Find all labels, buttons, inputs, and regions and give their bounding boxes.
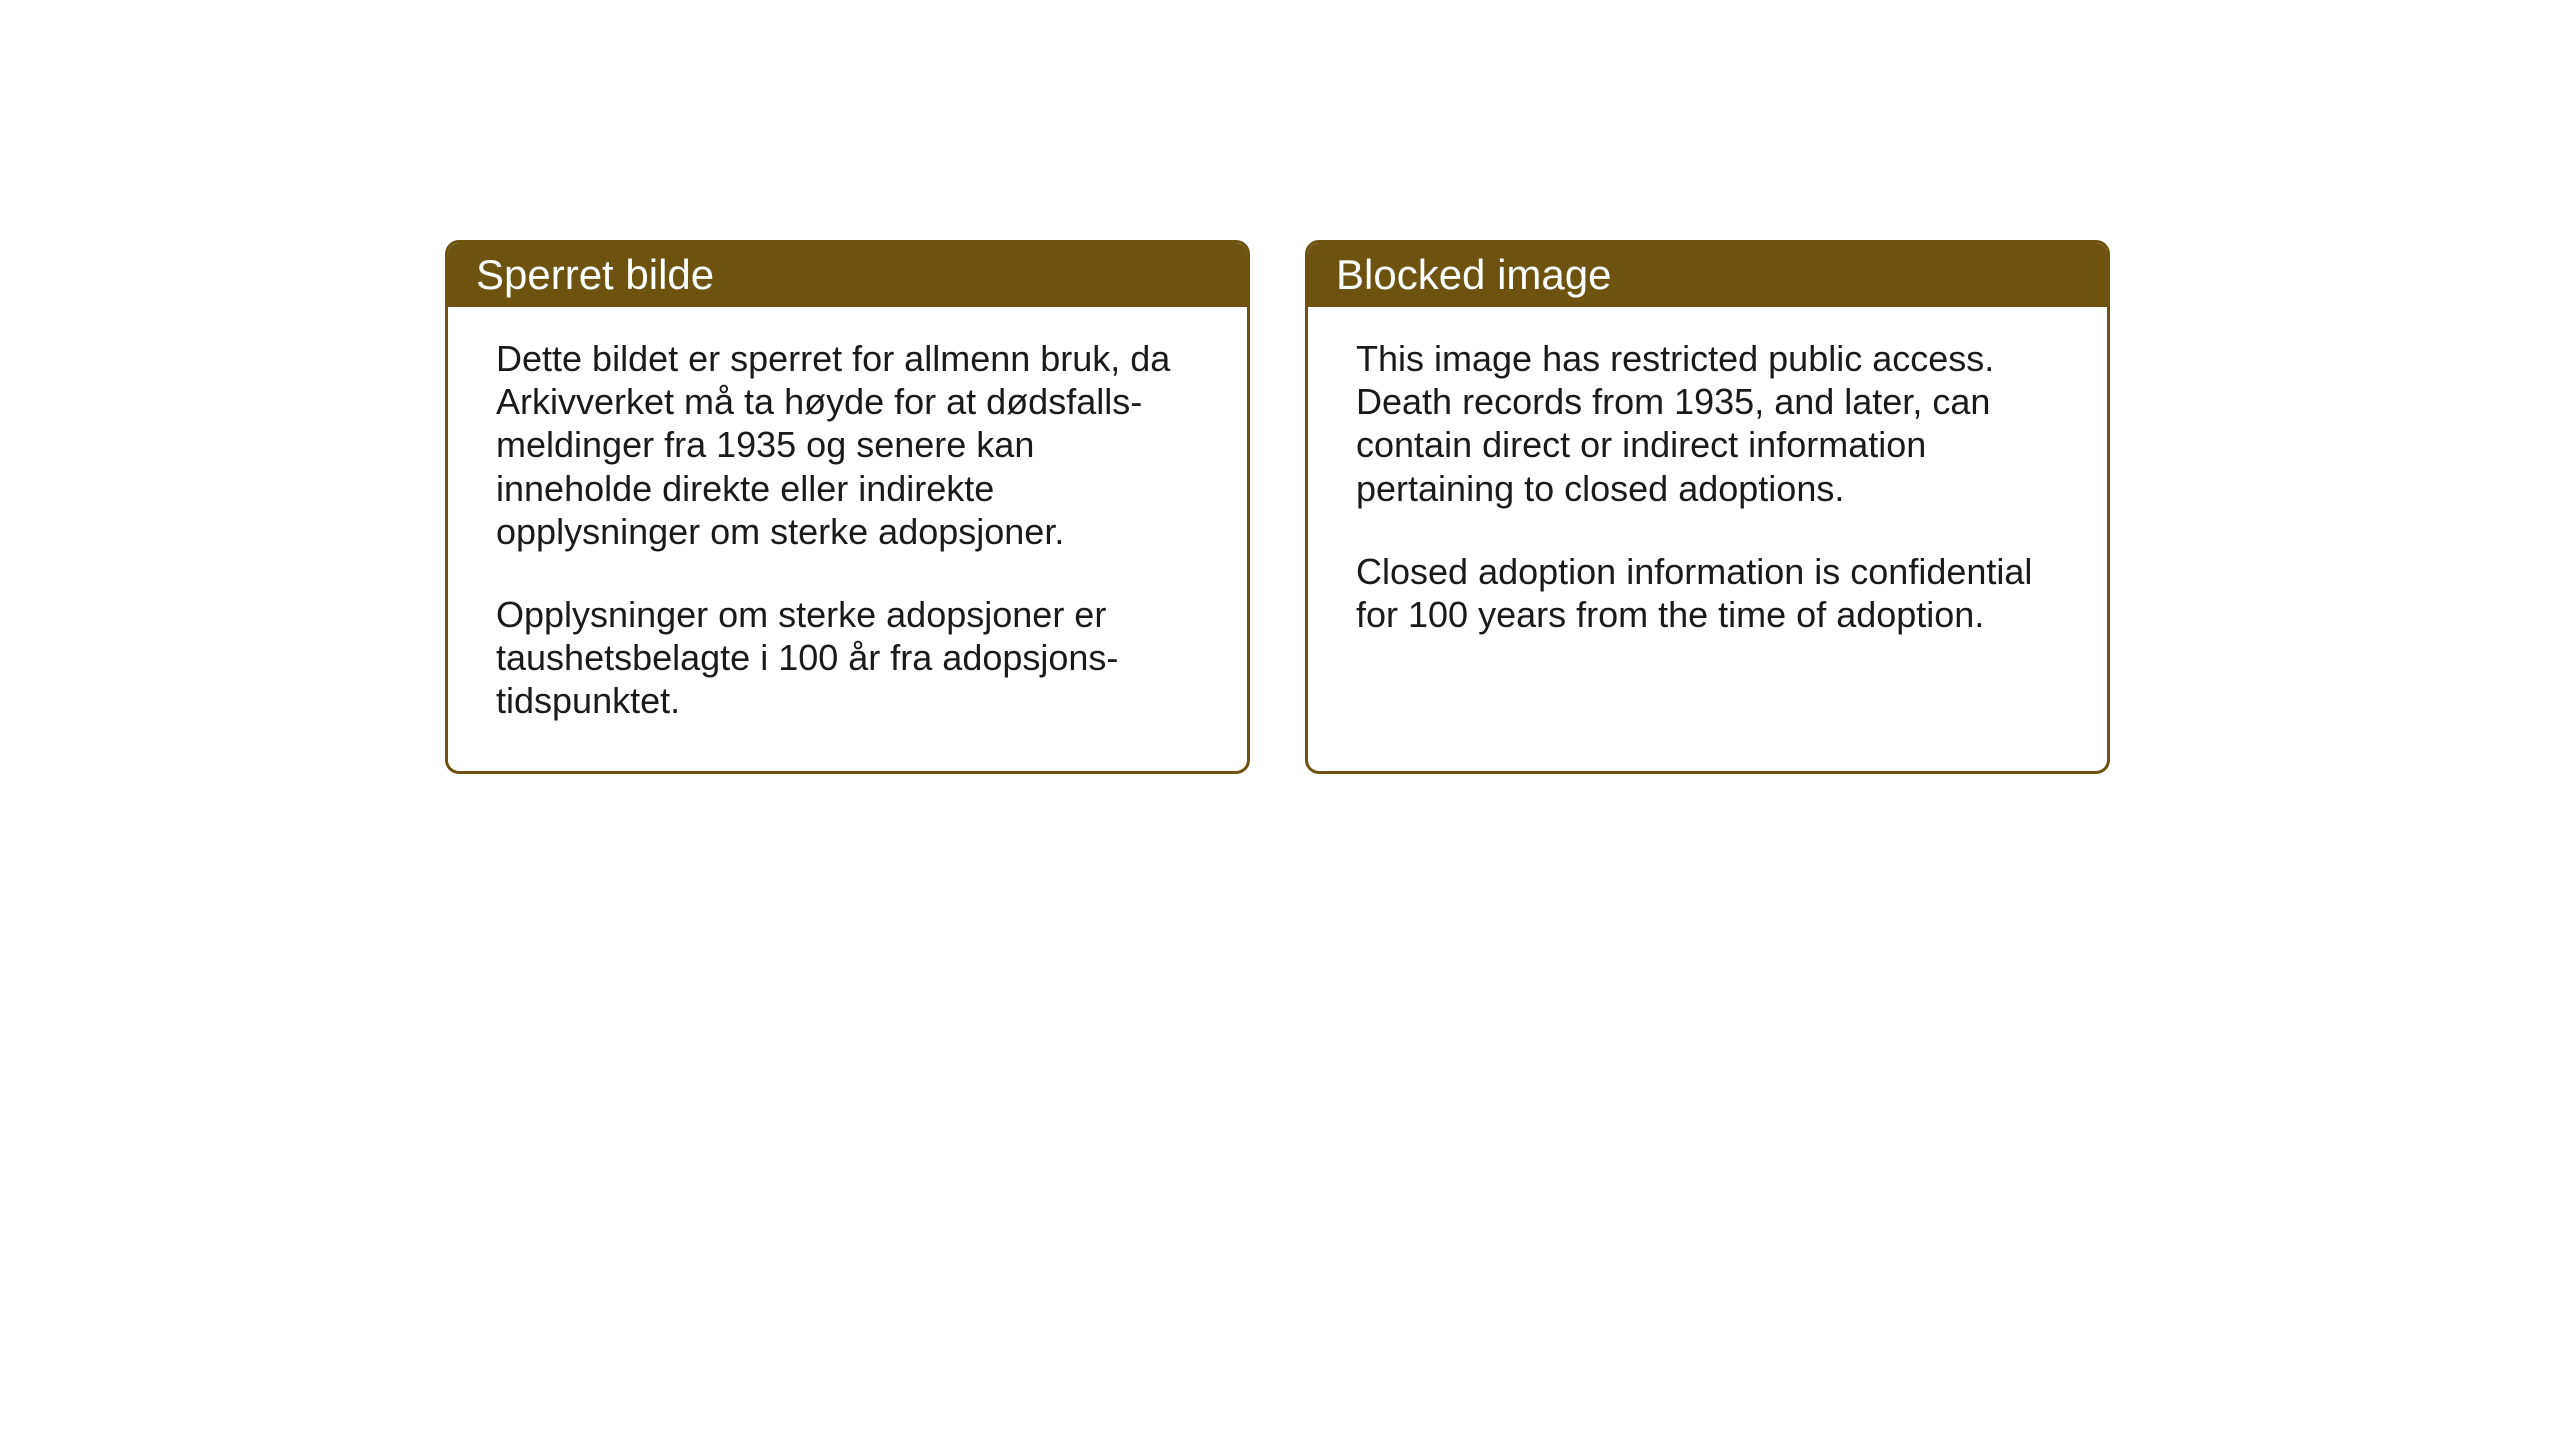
card-english-body: This image has restricted public access.… <box>1308 307 2107 684</box>
card-english-paragraph-2: Closed adoption information is confident… <box>1356 550 2059 636</box>
card-norwegian-header: Sperret bilde <box>448 243 1247 307</box>
card-norwegian-paragraph-1: Dette bildet er sperret for allmenn bruk… <box>496 337 1199 553</box>
card-english-title: Blocked image <box>1336 251 1611 298</box>
card-english-paragraph-1: This image has restricted public access.… <box>1356 337 2059 510</box>
card-norwegian-body: Dette bildet er sperret for allmenn bruk… <box>448 307 1247 771</box>
card-english-header: Blocked image <box>1308 243 2107 307</box>
cards-container: Sperret bilde Dette bildet er sperret fo… <box>445 240 2110 774</box>
card-norwegian: Sperret bilde Dette bildet er sperret fo… <box>445 240 1250 774</box>
card-english: Blocked image This image has restricted … <box>1305 240 2110 774</box>
card-norwegian-paragraph-2: Opplysninger om sterke adopsjoner er tau… <box>496 593 1199 723</box>
card-norwegian-title: Sperret bilde <box>476 251 714 298</box>
